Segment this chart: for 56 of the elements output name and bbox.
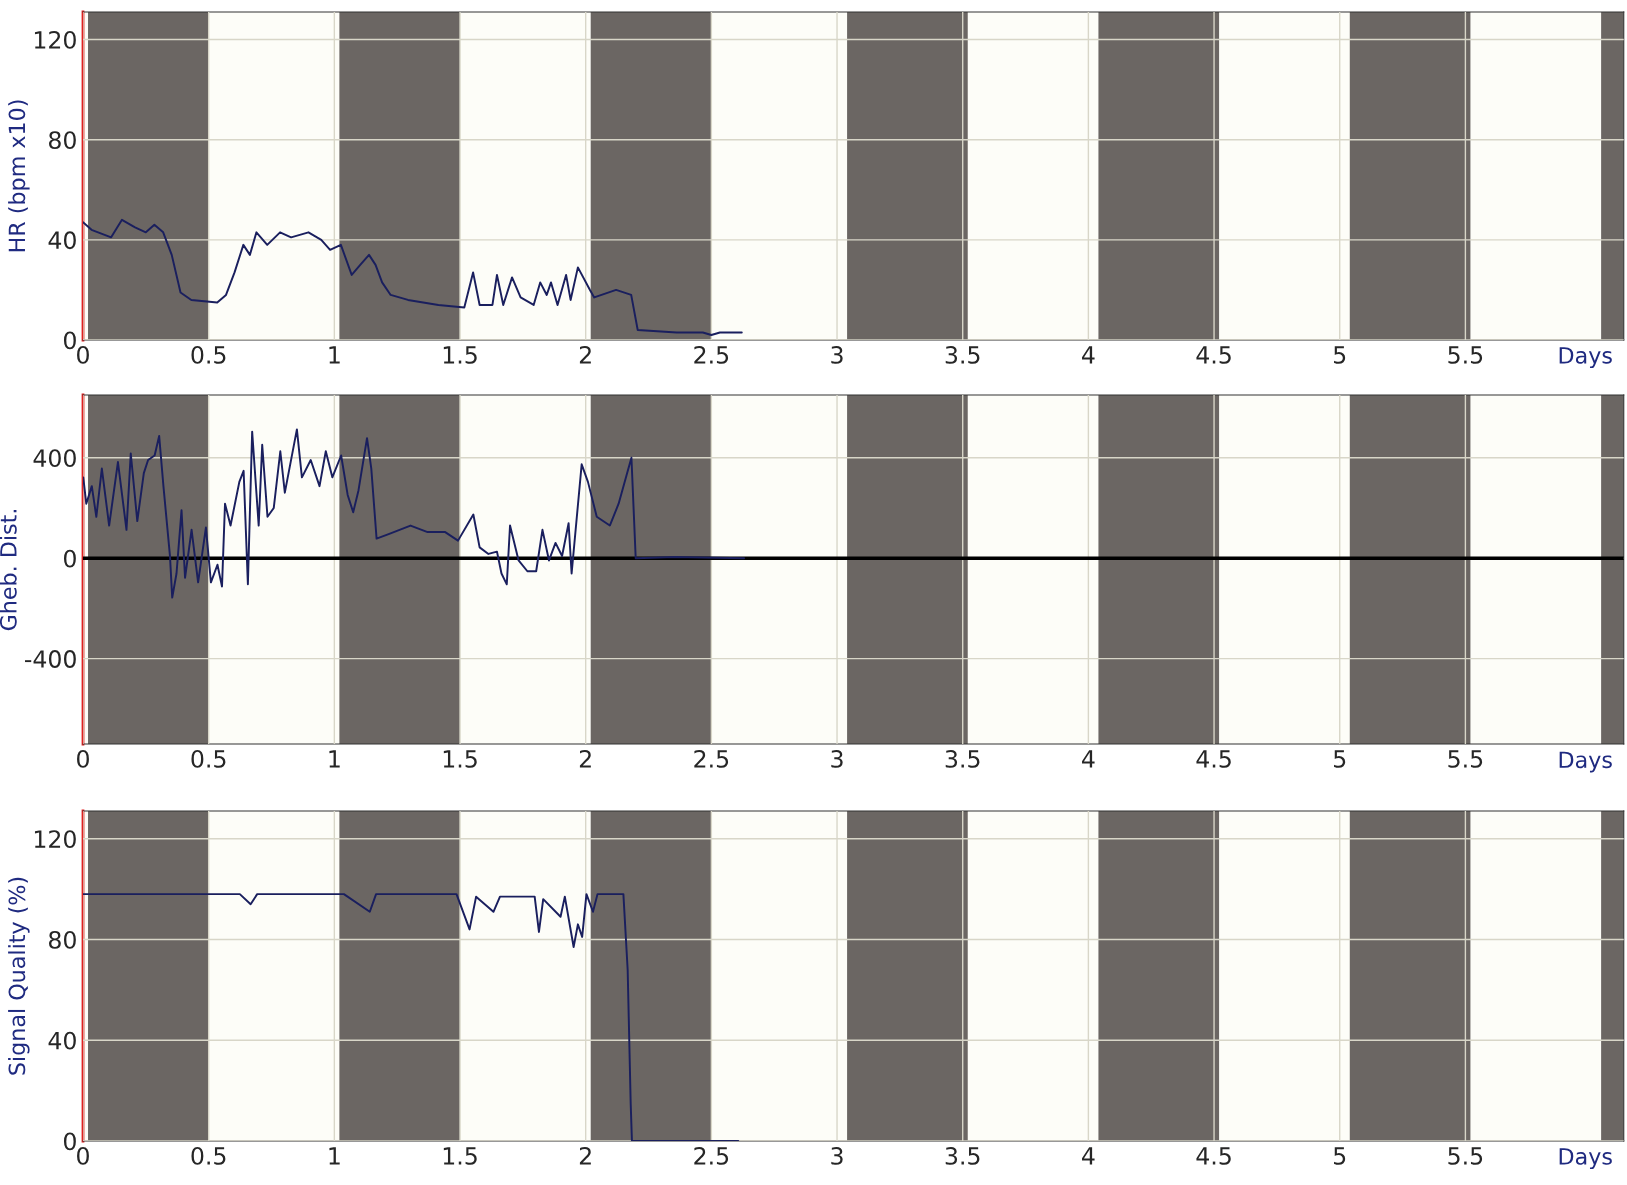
x-tick-label: 3.5	[945, 1146, 980, 1165]
x-axis-title: Days	[1559, 1148, 1612, 1170]
x-tick-label: 5.5	[1448, 346, 1483, 364]
y-axis-title: Signal Quality (%)	[8, 877, 30, 1075]
y-tick-label: 40	[48, 1031, 76, 1050]
x-axis-title: Days	[1559, 751, 1612, 773]
y-tick-label: 0	[63, 549, 76, 568]
x-tick-label: 4	[1082, 346, 1095, 364]
y-tick-label: 80	[49, 930, 76, 949]
x-tick-label: 2.5	[694, 345, 729, 364]
y-tick-label: 120	[34, 830, 76, 849]
x-tick-label: 0	[77, 345, 89, 364]
x-tick-label: 2	[579, 749, 591, 768]
x-tick-label: 4.5	[1196, 346, 1231, 364]
x-tick-label: 1.5	[443, 346, 477, 364]
y-tick-label: 0	[63, 331, 76, 350]
x-tick-label: 5	[1334, 346, 1346, 364]
x-tick-label: 0.5	[191, 1146, 226, 1165]
x-tick-label: 1	[329, 1147, 340, 1165]
x-tick-label: 1	[329, 346, 340, 364]
x-tick-label: 4.5	[1196, 1147, 1231, 1165]
x-tick-label: 0	[77, 749, 89, 768]
y-tick-label: -400	[25, 650, 76, 668]
y-tick-label: 80	[49, 131, 76, 149]
line-series	[83, 218, 743, 336]
x-tick-label: 4	[1082, 750, 1095, 768]
y-axis-title: HR (bpm x10)	[8, 100, 30, 252]
x-tick-label: 5.5	[1448, 1147, 1483, 1165]
y-tick-label: 120	[34, 30, 76, 49]
line-series	[83, 428, 746, 599]
y-tick-label: 0	[63, 1132, 76, 1151]
x-tick-label: 1	[329, 750, 340, 768]
x-tick-label: 4	[1082, 1147, 1095, 1165]
x-tick-label: 5	[1334, 750, 1346, 768]
x-tick-label: 2	[579, 345, 591, 364]
x-tick-label: 2	[579, 1146, 591, 1165]
x-axis-title: Days	[1559, 347, 1612, 369]
x-tick-label: 3	[831, 1146, 843, 1165]
x-tick-label: 1.5	[443, 1147, 477, 1165]
x-tick-label: 5	[1334, 1147, 1346, 1165]
y-tick-label: 40	[48, 231, 76, 250]
x-tick-label: 2.5	[694, 749, 729, 768]
x-tick-label: 0.5	[191, 345, 226, 364]
x-tick-label: 0	[77, 1146, 89, 1165]
x-tick-label: 3.5	[945, 749, 980, 768]
x-tick-label: 0.5	[191, 749, 226, 768]
x-tick-label: 4.5	[1196, 750, 1231, 768]
x-tick-label: 1.5	[443, 750, 477, 768]
x-tick-label: 3.5	[945, 345, 980, 364]
x-tick-label: 2.5	[694, 1146, 729, 1165]
line-series	[83, 893, 740, 1141]
y-axis-title: Gheb. Dist.	[0, 509, 17, 631]
x-tick-label: 3	[831, 749, 843, 768]
y-tick-label: 400	[33, 449, 76, 468]
x-tick-label: 3	[831, 345, 843, 364]
x-tick-label: 5.5	[1448, 750, 1483, 768]
